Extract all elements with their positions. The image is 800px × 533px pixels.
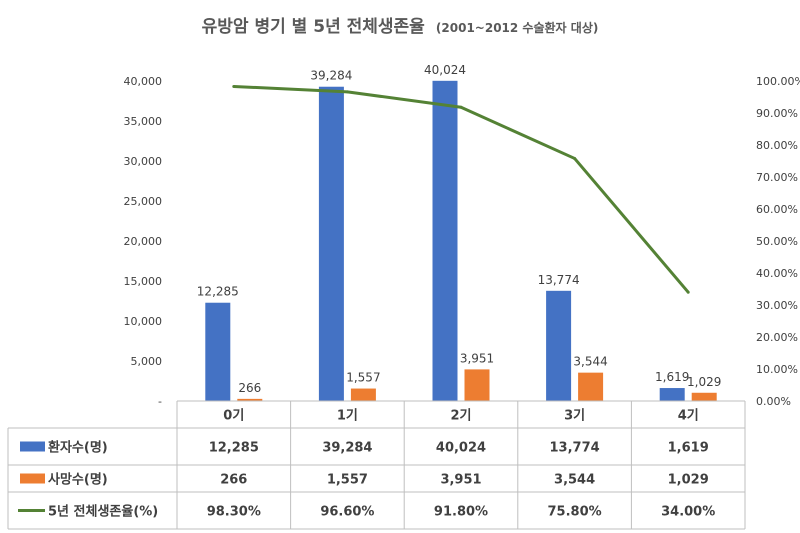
survival-point <box>686 290 690 294</box>
bar-deaths <box>350 388 376 401</box>
bar-data-label: 39,284 <box>310 69 352 83</box>
right-axis: 0.00% 10.00% 20.00% 30.00% 40.00% 50.00% 60.00… <box>756 75 800 408</box>
bar-data-label: 40,024 <box>424 63 466 77</box>
left-axis-tick: 10,000 <box>124 315 163 328</box>
table-cell: 1,619 <box>668 441 709 456</box>
right-axis-tick: 80.00% <box>756 139 798 152</box>
bar-deaths <box>578 372 604 401</box>
series-name: 환자수(명) <box>48 440 108 456</box>
left-axis-tick: 25,000 <box>124 195 163 208</box>
right-axis-tick: 20.00% <box>756 331 798 344</box>
chart-title-main: 유방암 병기 별 5년 전체생존율 <box>202 17 426 37</box>
right-axis-tick: 30.00% <box>756 299 798 312</box>
bar-data-label: 3,951 <box>460 351 494 365</box>
bar-data-label: 13,774 <box>538 273 580 287</box>
right-axis-tick: 100.00% <box>756 75 800 88</box>
bars: 12,285 39,284 40,024 13,774 1,619 266 1,557 3,9… <box>197 63 721 402</box>
survival-point <box>573 156 577 160</box>
survival-point <box>232 84 236 88</box>
legend-key-deaths <box>20 473 45 484</box>
bar-data-label: 1,029 <box>687 375 721 389</box>
left-axis-tick: 35,000 <box>124 115 163 128</box>
left-axis: - 5,000 10,000 15,000 20,000 25,000 30,000 35,0… <box>124 75 163 408</box>
table-cell: 3,951 <box>440 473 481 488</box>
left-axis-tick: 30,000 <box>124 155 163 168</box>
table-cell: 12,285 <box>209 441 259 456</box>
right-axis-tick: 10.00% <box>756 363 798 376</box>
category-label: 2기 <box>450 409 471 424</box>
right-axis-tick: 0.00% <box>756 395 791 408</box>
left-axis-tick: 5,000 <box>131 355 163 368</box>
legend-key-patients <box>20 441 45 452</box>
right-axis-tick: 60.00% <box>756 203 798 216</box>
bar-patients <box>205 302 231 401</box>
table-cell: 266 <box>220 473 247 488</box>
table-cell: 75.80% <box>548 505 602 520</box>
bar-patients <box>659 388 685 401</box>
table-cell: 40,024 <box>436 441 486 456</box>
bar-data-label: 1,619 <box>655 370 689 384</box>
bar-patients <box>546 290 572 401</box>
bar-deaths <box>237 398 263 401</box>
survival-point <box>459 105 463 109</box>
bar-data-label: 3,544 <box>573 355 607 369</box>
right-axis-tick: 50.00% <box>756 235 798 248</box>
bar-data-label: 266 <box>238 381 261 395</box>
table-cell: 39,284 <box>322 441 372 456</box>
table-cell: 91.80% <box>434 505 488 520</box>
table-cell: 1,557 <box>327 473 368 488</box>
bar-data-label: 12,285 <box>197 285 239 299</box>
series-name: 5년 전체생존율(%) <box>48 504 158 520</box>
bar-data-label: 1,557 <box>346 371 380 385</box>
table-cell: 98.30% <box>207 505 261 520</box>
chart-title: 유방암 병기 별 5년 전체생존율 (2001~2012 수술환자 대상) <box>202 17 599 37</box>
series-name: 사망수(명) <box>48 472 108 488</box>
category-label: 1기 <box>337 409 358 424</box>
right-axis-tick: 40.00% <box>756 267 798 280</box>
bar-patients <box>432 80 458 402</box>
survival-line <box>232 84 690 294</box>
bar-patients <box>318 86 344 401</box>
chart-subtitle: (2001~2012 수술환자 대상) <box>436 20 598 35</box>
table-cell: 13,774 <box>550 441 600 456</box>
right-axis-tick: 90.00% <box>756 107 798 120</box>
left-axis-tick: 40,000 <box>124 75 163 88</box>
bar-deaths <box>464 369 490 401</box>
left-axis-tick: - <box>158 395 162 408</box>
left-axis-tick: 15,000 <box>124 275 163 288</box>
survival-line-path <box>233 84 690 294</box>
bar-deaths <box>691 392 717 401</box>
table-cell: 3,544 <box>554 473 595 488</box>
right-axis-tick: 70.00% <box>756 171 798 184</box>
category-label: 3기 <box>564 409 585 424</box>
table-cell: 96.60% <box>320 505 374 520</box>
left-axis-tick: 20,000 <box>124 235 163 248</box>
survival-point <box>345 90 349 94</box>
category-label: 4기 <box>678 409 699 424</box>
category-label: 0기 <box>223 409 244 424</box>
table-cell: 1,029 <box>668 473 709 488</box>
table-cell: 34.00% <box>661 505 715 520</box>
